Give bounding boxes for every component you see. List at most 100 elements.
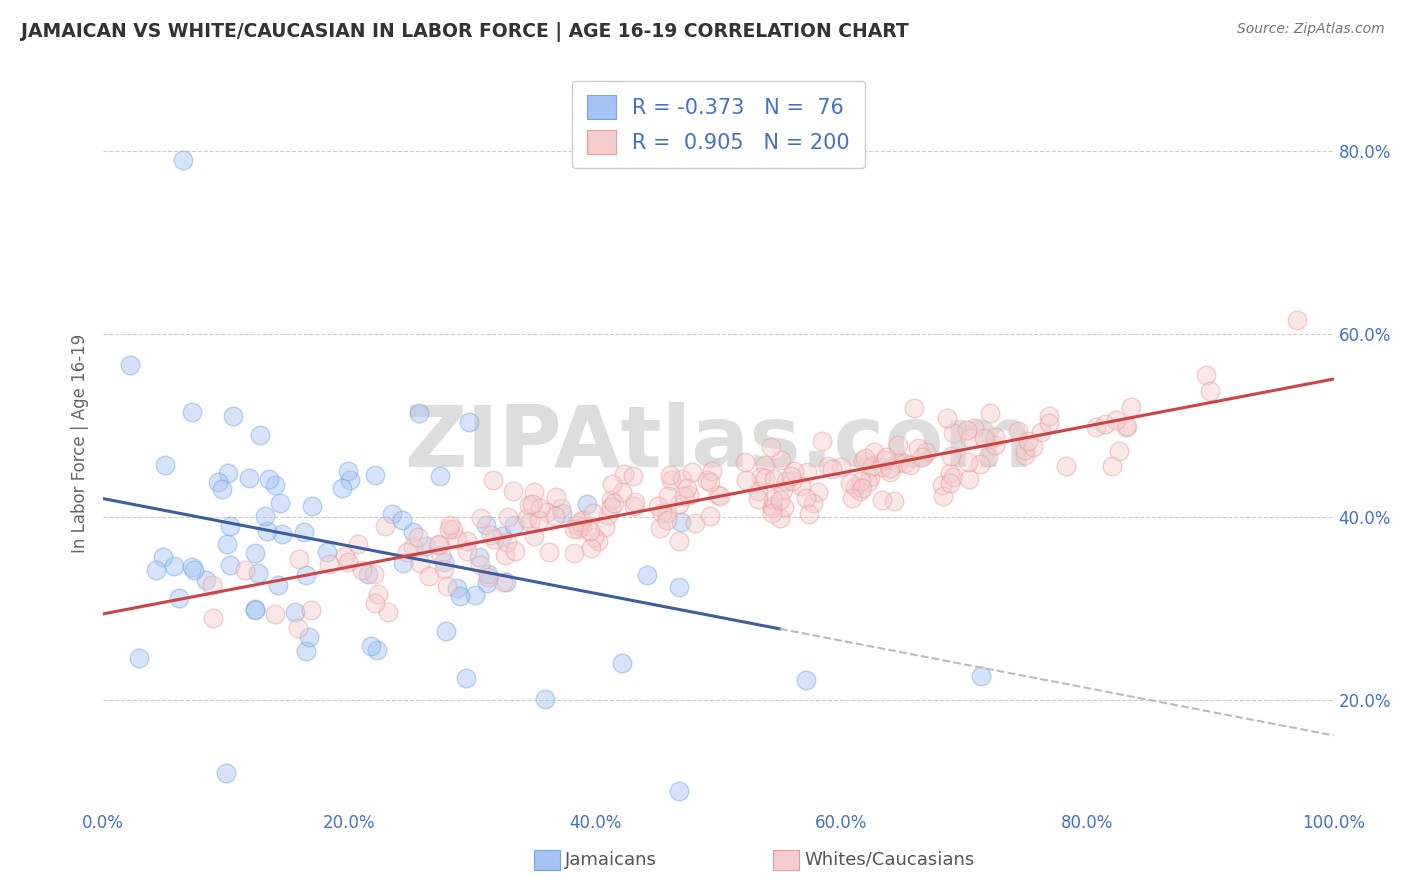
Point	[330, 481, 353, 495]
Point	[415, 539, 437, 553]
Point	[183, 563, 205, 577]
Point	[363, 567, 385, 582]
Point	[245, 601, 267, 615]
Point	[658, 467, 681, 482]
Point	[794, 673, 817, 688]
Point	[441, 522, 464, 536]
Point	[364, 596, 387, 610]
Point	[520, 497, 543, 511]
Point	[456, 533, 478, 548]
Point	[243, 603, 266, 617]
Y-axis label: In Labor Force | Age 16-19: In Labor Force | Age 16-19	[72, 334, 89, 553]
Point	[779, 468, 801, 483]
Point	[536, 504, 558, 518]
Point	[367, 587, 389, 601]
Point	[181, 405, 204, 419]
Point	[256, 524, 278, 539]
Point	[551, 506, 574, 520]
Point	[659, 474, 682, 488]
Point	[456, 544, 478, 558]
Point	[852, 453, 875, 467]
Point	[669, 515, 692, 529]
Point	[470, 510, 492, 524]
Point	[789, 479, 811, 493]
Point	[1029, 425, 1052, 440]
Point	[402, 525, 425, 540]
Point	[495, 534, 517, 549]
Point	[887, 438, 910, 452]
Point	[942, 425, 965, 440]
Point	[477, 566, 499, 581]
Point	[1094, 417, 1116, 432]
Point	[598, 508, 620, 522]
Point	[839, 476, 862, 491]
Point	[271, 527, 294, 541]
Point	[887, 456, 910, 470]
Point	[851, 481, 873, 495]
Point	[772, 483, 794, 497]
Point	[636, 568, 658, 582]
Point	[207, 475, 229, 489]
Point	[267, 578, 290, 592]
Point	[350, 563, 373, 577]
Point	[364, 468, 387, 483]
Point	[243, 546, 266, 560]
Point	[482, 532, 505, 546]
Point	[491, 529, 513, 543]
Point	[844, 480, 866, 494]
Point	[672, 489, 695, 503]
Point	[870, 460, 893, 475]
Point	[523, 484, 546, 499]
Point	[381, 508, 404, 522]
Point	[446, 532, 468, 546]
Point	[830, 459, 852, 474]
Point	[564, 546, 586, 560]
Point	[565, 518, 588, 533]
Point	[797, 507, 820, 521]
Point	[754, 471, 776, 485]
Point	[735, 473, 758, 487]
Point	[769, 493, 792, 508]
Point	[579, 524, 602, 538]
Point	[769, 453, 792, 467]
Point	[915, 445, 938, 459]
Point	[167, 591, 190, 606]
Point	[579, 541, 602, 555]
Point	[939, 476, 962, 491]
Point	[859, 470, 882, 484]
Point	[849, 474, 872, 488]
Point	[801, 496, 824, 510]
Point	[931, 478, 953, 492]
Point	[333, 549, 356, 563]
Point	[973, 431, 995, 445]
Point	[259, 472, 281, 486]
Point	[396, 545, 419, 559]
Point	[1054, 458, 1077, 473]
Point	[502, 484, 524, 499]
Point	[762, 472, 785, 486]
Text: ZIPAtlas.com: ZIPAtlas.com	[404, 402, 1033, 485]
Point	[856, 475, 879, 489]
Point	[287, 621, 309, 635]
Point	[218, 558, 240, 573]
Point	[336, 555, 359, 569]
Point	[406, 531, 429, 545]
Point	[418, 569, 440, 583]
Point	[503, 544, 526, 558]
Point	[932, 489, 955, 503]
Point	[1101, 458, 1123, 473]
Point	[1108, 443, 1130, 458]
Point	[366, 642, 388, 657]
Point	[434, 624, 457, 638]
Point	[769, 511, 792, 525]
Point	[612, 485, 634, 500]
Point	[217, 467, 239, 481]
Point	[977, 450, 1000, 465]
Point	[775, 474, 797, 488]
Point	[675, 481, 697, 495]
Point	[582, 506, 605, 520]
Point	[1195, 368, 1218, 382]
Point	[751, 470, 773, 484]
Point	[430, 548, 453, 562]
Point	[567, 522, 589, 536]
